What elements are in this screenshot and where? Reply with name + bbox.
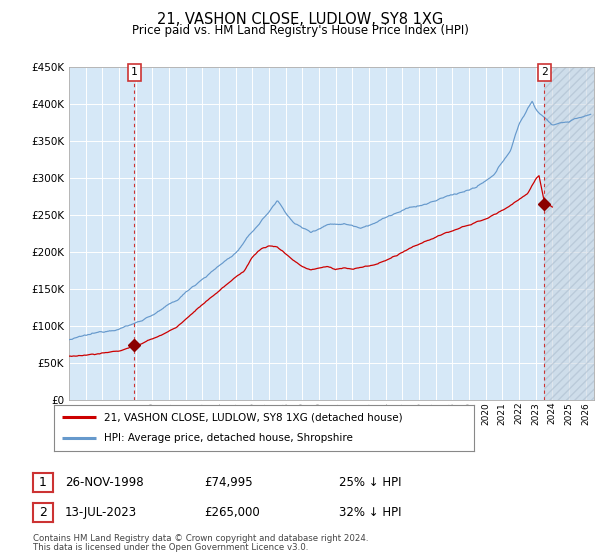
Text: 1: 1 [131, 67, 138, 77]
Text: 21, VASHON CLOSE, LUDLOW, SY8 1XG (detached house): 21, VASHON CLOSE, LUDLOW, SY8 1XG (detac… [104, 412, 403, 422]
Bar [544, 67, 594, 400]
Text: £74,995: £74,995 [204, 476, 253, 489]
Text: 13-JUL-2023: 13-JUL-2023 [65, 506, 137, 519]
Text: 21, VASHON CLOSE, LUDLOW, SY8 1XG: 21, VASHON CLOSE, LUDLOW, SY8 1XG [157, 12, 443, 27]
Text: 2: 2 [39, 506, 47, 519]
Text: 1: 1 [39, 476, 47, 489]
Text: This data is licensed under the Open Government Licence v3.0.: This data is licensed under the Open Gov… [33, 543, 308, 552]
Text: £265,000: £265,000 [204, 506, 260, 519]
Text: 26-NOV-1998: 26-NOV-1998 [65, 476, 143, 489]
Text: HPI: Average price, detached house, Shropshire: HPI: Average price, detached house, Shro… [104, 433, 353, 444]
Text: Contains HM Land Registry data © Crown copyright and database right 2024.: Contains HM Land Registry data © Crown c… [33, 534, 368, 543]
Text: Price paid vs. HM Land Registry's House Price Index (HPI): Price paid vs. HM Land Registry's House … [131, 24, 469, 37]
Bar [544, 67, 594, 400]
Text: 32% ↓ HPI: 32% ↓ HPI [339, 506, 401, 519]
Text: 2: 2 [541, 67, 548, 77]
Text: 25% ↓ HPI: 25% ↓ HPI [339, 476, 401, 489]
